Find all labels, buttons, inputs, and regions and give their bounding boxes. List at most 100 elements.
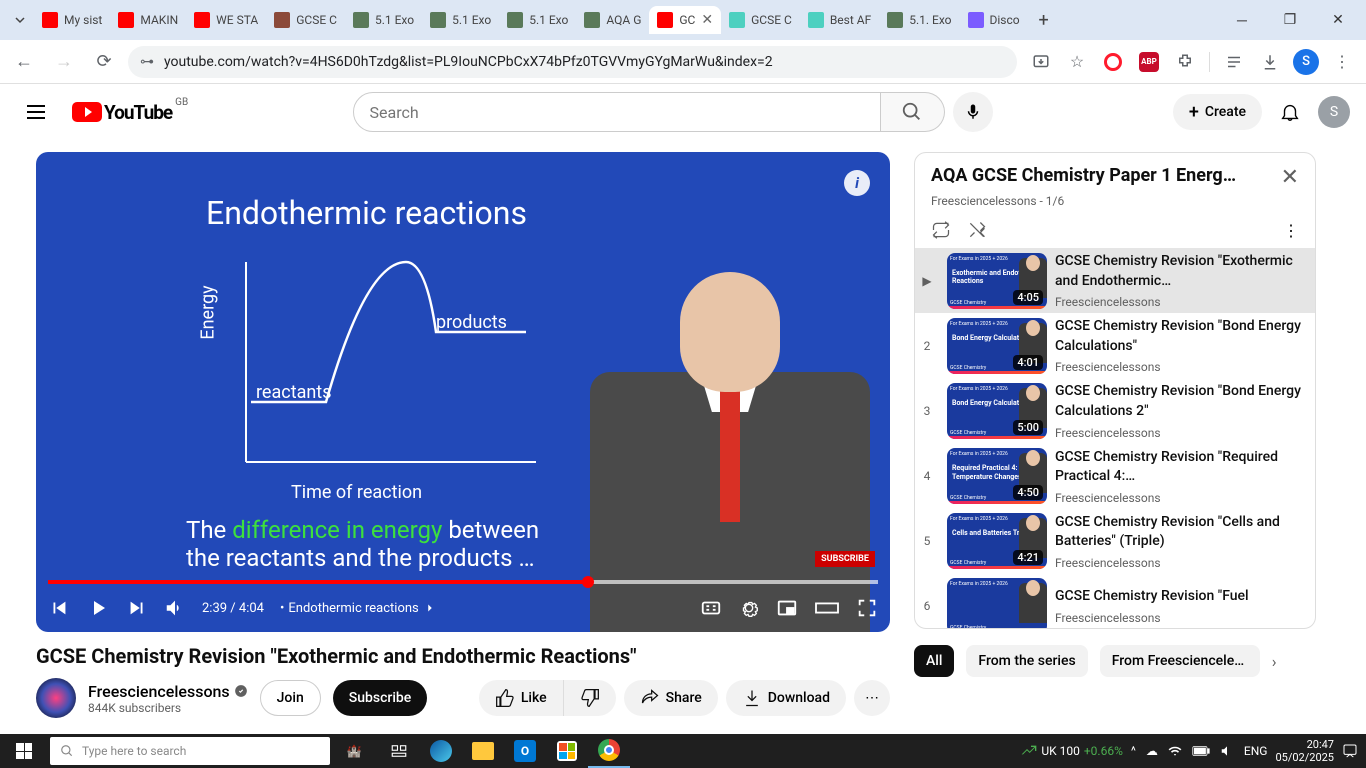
next-button[interactable] [126,597,148,619]
loop-button[interactable] [931,220,951,240]
browser-tab[interactable]: MAKIN [110,6,186,34]
taskbar-widget-icon[interactable]: 🏰 [330,734,378,768]
taskbar-search[interactable]: Type here to search [50,737,330,765]
browser-tab[interactable]: AQA G [576,6,649,34]
playlist-title[interactable]: AQA GCSE Chemistry Paper 1 Energ… [931,165,1236,186]
settings-button[interactable] [738,597,760,619]
explorer-icon[interactable] [462,734,504,768]
channel-avatar[interactable] [36,678,76,718]
video-player[interactable]: Endothermic reactions Energy Time of rea… [36,152,890,632]
create-button[interactable]: + Create [1173,94,1262,130]
share-button[interactable]: Share [624,680,718,716]
playlist-menu-button[interactable]: ⋮ [1283,221,1299,240]
browser-tab[interactable]: WE STA [186,6,266,34]
account-avatar[interactable]: S [1318,96,1350,128]
language-indicator[interactable]: ENG [1244,744,1268,758]
close-window-button[interactable]: ✕ [1318,5,1358,35]
chip-next-icon[interactable]: › [1272,652,1277,671]
playlist-item[interactable]: 3 For Exams in 2025 + 2026 Bond Energy C… [915,378,1315,443]
browser-tab[interactable]: Disco [960,6,1028,34]
chrome-icon[interactable] [588,734,630,768]
shuffle-button[interactable] [967,220,987,240]
thumbnail-duration: 5:00 [1013,420,1043,435]
start-button[interactable] [0,734,48,768]
voice-search-button[interactable] [953,92,993,132]
extension-abp-icon[interactable]: ABP [1133,46,1165,78]
new-tab-button[interactable]: + [1030,6,1058,34]
playlist-close-button[interactable]: ✕ [1281,165,1299,190]
browser-tab[interactable]: 5.1 Exo [422,6,499,34]
guide-menu-button[interactable] [16,92,56,132]
chip-all[interactable]: All [914,645,954,677]
site-info-icon[interactable]: ⊶ [140,54,156,70]
profile-button[interactable]: S [1290,46,1322,78]
notifications-icon[interactable] [1342,743,1358,759]
minimize-button[interactable]: ─ [1222,5,1262,35]
previous-button[interactable] [48,597,70,619]
maximize-button[interactable]: ❐ [1270,5,1310,35]
wifi-icon[interactable] [1168,744,1182,758]
region-code: GB [175,97,188,108]
channel-name[interactable]: Freesciencelessons [88,682,248,701]
store-icon[interactable] [546,734,588,768]
browser-tab[interactable]: GCSE C [266,6,345,34]
download-button[interactable]: Download [726,680,846,716]
onedrive-icon[interactable]: ☁ [1146,744,1158,758]
playlist-item[interactable]: 2 For Exams in 2025 + 2026 Bond Energy C… [915,313,1315,378]
taskbar-clock[interactable]: 20:47 05/02/2025 [1275,738,1334,764]
stock-widget[interactable]: UK 100 +0.66% [1021,743,1123,759]
downloads-icon[interactable] [1254,46,1286,78]
chip-channel[interactable]: From Freesciencelessons [1100,645,1260,677]
battery-icon[interactable] [1192,745,1210,757]
extension-opera-icon[interactable] [1097,46,1129,78]
volume-button[interactable] [164,597,186,619]
youtube-logo[interactable]: YouTube GB [72,101,172,124]
tabs-dropdown[interactable] [8,8,32,32]
playlist-item[interactable]: 5 For Exams in 2025 + 2026 Cells and Bat… [915,509,1315,574]
url-bar[interactable]: ⊶ youtube.com/watch?v=4HS6D0hTzdg&list=P… [128,46,1017,78]
browser-tab[interactable]: 5.1. Exo [879,6,959,34]
chip-series[interactable]: From the series [966,645,1087,677]
extensions-icon[interactable] [1169,46,1201,78]
captions-button[interactable] [700,597,722,619]
tab-close-icon[interactable]: ✕ [701,12,713,28]
playlist-item[interactable]: 6 For Exams in 2025 + 2026 GCSE Chemistr… [915,574,1315,628]
search-input[interactable] [353,92,881,132]
notifications-button[interactable] [1270,92,1310,132]
browser-tab[interactable]: 5.1 Exo [499,6,576,34]
channel-info[interactable]: Freesciencelessons 844K subscribers [36,678,248,718]
back-button[interactable]: ← [8,46,40,78]
playlist-item[interactable]: 4 For Exams in 2025 + 2026 Required Prac… [915,444,1315,509]
theater-button[interactable] [814,597,840,619]
miniplayer-button[interactable] [776,597,798,619]
subscribe-button[interactable]: Subscribe [333,680,428,716]
bookmark-icon[interactable]: ☆ [1061,46,1093,78]
forward-button[interactable]: → [48,46,80,78]
info-card-icon[interactable]: i [844,170,870,196]
reload-button[interactable]: ⟳ [88,46,120,78]
dislike-button[interactable] [564,680,616,716]
like-button[interactable]: Like [479,680,564,716]
browser-tab[interactable]: My sist [34,6,110,34]
join-button[interactable]: Join [260,680,321,716]
fullscreen-button[interactable] [856,597,878,619]
browser-tab[interactable]: Best AF [800,6,879,34]
browser-tab[interactable]: GC✕ [649,6,721,34]
tray-expand-icon[interactable]: ^ [1131,744,1136,758]
play-button[interactable] [86,596,110,620]
browser-tab[interactable]: GCSE C [721,6,800,34]
playlist-item[interactable]: ▶ For Exams in 2025 + 2026 Exothermic an… [915,248,1315,313]
volume-icon[interactable] [1220,744,1234,758]
edge-icon[interactable] [420,734,462,768]
search-button[interactable] [881,92,945,132]
chapter-button[interactable]: • Endothermic reactions [280,601,437,616]
reading-list-icon[interactable] [1218,46,1250,78]
video-title: GCSE Chemistry Revision "Exothermic and … [36,644,890,668]
task-view-icon[interactable] [378,734,420,768]
install-app-icon[interactable] [1025,46,1057,78]
more-actions-button[interactable]: ⋯ [854,680,890,716]
browser-menu-icon[interactable]: ⋮ [1326,46,1358,78]
browser-tab[interactable]: 5.1 Exo [345,6,422,34]
outlook-icon[interactable]: O [504,734,546,768]
subscribe-watermark[interactable]: SUBSCRIBE [815,551,875,567]
